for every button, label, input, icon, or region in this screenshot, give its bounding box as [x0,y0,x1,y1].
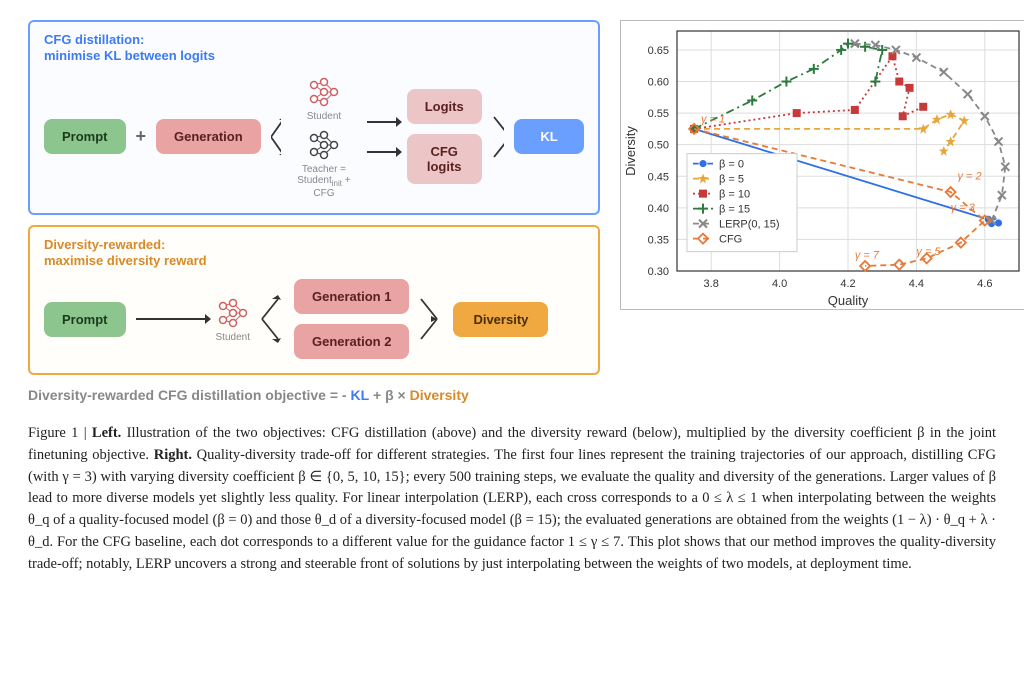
generation-node: Generation [156,119,261,154]
div-title-l1: Diversity-rewarded: [44,237,165,252]
div-title-l2: maximise diversity reward [44,253,207,268]
diversity-node: Diversity [453,302,548,337]
split-arrow-icon [271,112,282,162]
prompt-node: Prompt [44,119,126,154]
logits-node: Logits [407,89,482,124]
chart-panel: 3.8 4.0 4.2 4.4 4.6 0.30 0.35 0.40 0.45 0.50 0.55 0… [620,20,1024,310]
diagram-panel: CFG distillation: minimise KL between lo… [28,20,600,403]
svg-text:β = 5: β = 5 [719,174,744,186]
svg-text:LERP(0, 15): LERP(0, 15) [719,219,780,231]
arrow-icon [367,151,397,153]
plus-icon: + [136,126,147,147]
svg-text:β = 0: β = 0 [719,159,744,171]
cfg-distillation-box: CFG distillation: minimise KL between lo… [28,20,600,215]
figure-label: Figure 1 | [28,425,92,441]
merge-arrow-icon [419,289,443,349]
svg-text:CFG: CFG [719,234,742,246]
figure-row: CFG distillation: minimise KL between lo… [28,20,996,403]
kl-node: KL [514,119,583,154]
diversity-title: Diversity-rewarded: maximise diversity r… [44,237,584,270]
svg-text:3.8: 3.8 [703,278,718,290]
merge-arrow-icon [492,107,505,167]
svg-text:0.60: 0.60 [647,77,668,89]
diversity-flow: Prompt Student Generation 1 Generation 2… [44,279,584,359]
student-model: Student [291,75,357,122]
svg-text:4.6: 4.6 [977,278,992,290]
svg-text:γ = 3: γ = 3 [950,202,975,214]
svg-text:4.2: 4.2 [840,278,855,290]
svg-text:0.35: 0.35 [647,234,668,246]
cfg-title-l1: CFG distillation: [44,32,144,47]
caption-right-label: Right. [154,447,192,463]
arrow-icon [136,318,206,320]
generation2-node: Generation 2 [294,324,409,359]
quality-diversity-chart: 3.8 4.0 4.2 4.4 4.6 0.30 0.35 0.40 0.45 0.50 0.55 0… [620,20,1024,310]
teacher-model: Teacher = Studentinit + CFG [291,128,357,199]
svg-text:0.55: 0.55 [647,108,668,120]
nn-icon [307,75,341,109]
svg-text:4.4: 4.4 [908,278,923,290]
svg-text:0.30: 0.30 [647,266,668,278]
nn-icon [307,128,341,162]
generation1-node: Generation 1 [294,279,409,314]
caption-right-text: Quality-diversity trade-off for differen… [28,447,996,572]
student-label: Student [216,332,250,343]
objective-equation: Diversity-rewarded CFG distillation obje… [28,387,600,403]
svg-text:Quality: Quality [827,293,868,308]
svg-text:0.50: 0.50 [647,140,668,152]
svg-text:0.65: 0.65 [647,45,668,57]
teacher-label: Teacher = Studentinit + CFG [291,164,357,199]
student-model: Student [216,296,250,343]
cfg-logits-node: CFG logits [407,134,482,184]
svg-text:γ = 7: γ = 7 [855,249,880,261]
split-arrow-icon [260,289,284,349]
caption-left-label: Left. [92,425,121,441]
cfg-title-l2: minimise KL between logits [44,48,215,63]
svg-text:γ = 5: γ = 5 [916,246,941,258]
svg-text:0.45: 0.45 [647,171,668,183]
svg-text:0.40: 0.40 [647,203,668,215]
svg-text:β = 15: β = 15 [719,204,750,216]
svg-text:β = 10: β = 10 [719,189,750,201]
student-label: Student [307,111,341,122]
svg-text:Diversity: Diversity [623,126,638,176]
svg-text:4.0: 4.0 [772,278,787,290]
diversity-box: Diversity-rewarded: maximise diversity r… [28,225,600,376]
svg-text:γ = 2: γ = 2 [957,170,981,182]
figure-caption: Figure 1 | Left. Illustration of the two… [28,423,996,575]
nn-icon [216,296,250,330]
cfg-title: CFG distillation: minimise KL between lo… [44,32,584,65]
arrow-icon [367,121,397,123]
svg-text:γ = 1: γ = 1 [701,114,725,126]
cfg-flow: Prompt + Generation Student [44,75,584,199]
prompt-node: Prompt [44,302,126,337]
